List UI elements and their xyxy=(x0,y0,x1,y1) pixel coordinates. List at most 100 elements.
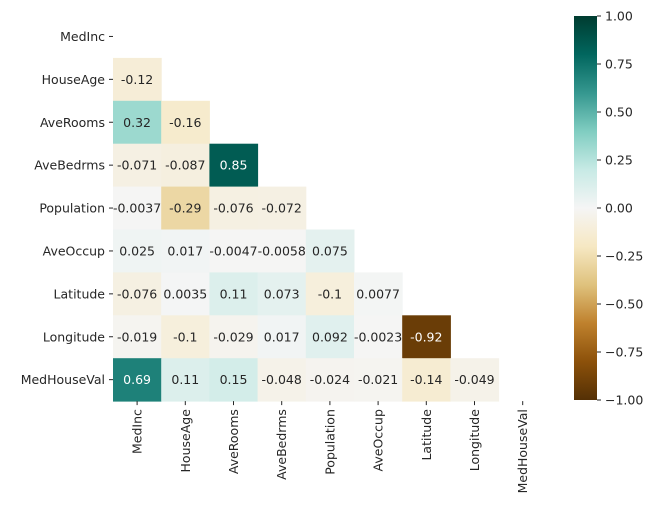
cell-annotation: 0.017 xyxy=(167,243,203,258)
heatmap-cell xyxy=(161,100,210,145)
y-tick-label: AveRooms xyxy=(40,115,105,130)
heatmap-cells xyxy=(113,57,500,402)
cell-annotation: -0.019 xyxy=(117,329,157,344)
cell-annotation: -0.029 xyxy=(213,329,253,344)
x-tick-label: MedInc xyxy=(130,409,145,454)
cell-annotation: -0.024 xyxy=(310,372,350,387)
heatmap-cell xyxy=(257,315,307,359)
heatmap-cell xyxy=(402,315,451,359)
heatmap-cell xyxy=(113,229,162,273)
cell-annotation: 0.69 xyxy=(123,372,151,387)
cell-annotation: -0.021 xyxy=(358,372,398,387)
cell-annotation: -0.071 xyxy=(117,158,157,173)
colorbar-tick-label: −0.75 xyxy=(605,345,643,360)
cell-annotation: -0.076 xyxy=(213,201,253,216)
y-tick-label: Longitude xyxy=(43,329,105,344)
x-tick-label: AveRooms xyxy=(226,409,241,474)
heatmap-cell xyxy=(354,315,403,359)
cell-annotation: 0.0035 xyxy=(163,286,207,301)
colorbar-gradient xyxy=(574,16,597,400)
y-tick-label: AveOccup xyxy=(43,243,105,258)
x-tick-label: Latitude xyxy=(419,409,434,461)
cell-annotation: -0.0058 xyxy=(258,243,306,258)
cell-annotation: -0.0037 xyxy=(113,201,161,216)
colorbar-tick-label: 0.50 xyxy=(605,105,633,120)
colorbar: 1.00 0.75 0.50 0.25 0.00 −0.25 −0.50 −0.75 −1.00 xyxy=(574,9,643,408)
x-tick-label: AveOccup xyxy=(371,409,386,471)
cell-annotation: -0.0023 xyxy=(354,329,402,344)
heatmap-cell xyxy=(113,315,162,359)
cell-annotation: 0.0077 xyxy=(356,286,400,301)
y-tick-label: Latitude xyxy=(54,286,106,301)
cell-annotation: 0.073 xyxy=(264,286,300,301)
y-tick-label: MedInc xyxy=(60,29,105,44)
heatmap-cell xyxy=(209,186,259,230)
cell-annotation: -0.1 xyxy=(173,329,197,344)
cell-annotation: 0.075 xyxy=(312,243,348,258)
heatmap-cell xyxy=(161,143,210,188)
colorbar-tick-label: 0.25 xyxy=(605,153,633,168)
heatmap-cell xyxy=(161,272,210,316)
cell-annotation: 0.11 xyxy=(220,286,248,301)
heatmap-cell xyxy=(354,272,403,316)
cell-annotation: 0.092 xyxy=(312,329,348,344)
colorbar-tick-label: −0.50 xyxy=(605,297,643,312)
cell-annotation: 0.15 xyxy=(220,372,248,387)
colorbar-tick-label: 1.00 xyxy=(605,9,633,24)
heatmap-cell xyxy=(305,272,355,316)
heatmap-cell xyxy=(113,358,162,402)
colorbar-tick-label: −1.00 xyxy=(605,393,643,408)
cell-annotation: -0.16 xyxy=(169,115,201,130)
cell-annotation: 0.85 xyxy=(220,158,248,173)
heatmap-cell xyxy=(257,272,307,316)
x-tick-label: Longitude xyxy=(467,409,482,471)
cell-annotation: -0.92 xyxy=(410,329,442,344)
heatmap-cell xyxy=(402,358,451,402)
heatmap-cell xyxy=(305,358,355,402)
cell-annotation: 0.017 xyxy=(264,329,300,344)
x-tick-label: Population xyxy=(322,409,337,475)
heatmap-cell xyxy=(161,315,210,359)
heatmap-cell xyxy=(209,143,259,188)
heatmap-cell xyxy=(209,358,259,402)
colorbar-ticks: 1.00 0.75 0.50 0.25 0.00 −0.25 −0.50 −0.75 −1.00 xyxy=(597,9,643,408)
x-tick-label: MedHouseVal xyxy=(515,409,530,493)
heatmap-cell xyxy=(305,315,355,359)
heatmap-cell xyxy=(354,358,403,402)
heatmap-cell xyxy=(113,186,162,230)
colorbar-tick-label: 0.75 xyxy=(605,57,633,72)
colorbar-tick-label: −0.25 xyxy=(605,249,643,264)
cell-annotation: -0.076 xyxy=(117,286,157,301)
cell-annotation: -0.049 xyxy=(454,372,494,387)
heatmap-cell xyxy=(161,229,210,273)
y-tick-label: Population xyxy=(39,201,105,216)
heatmap-cell xyxy=(209,315,259,359)
cell-annotation: -0.087 xyxy=(165,158,205,173)
heatmap-cell xyxy=(257,186,307,230)
heatmap-cell xyxy=(113,272,162,316)
cell-annotation: -0.1 xyxy=(318,286,342,301)
cell-annotation: -0.12 xyxy=(121,72,153,87)
y-tick-label: HouseAge xyxy=(42,72,106,87)
cell-annotation: 0.025 xyxy=(119,243,155,258)
heatmap-cell xyxy=(257,229,307,273)
cell-annotation: -0.048 xyxy=(262,372,302,387)
x-tick-label: HouseAge xyxy=(178,409,193,473)
y-tick-label: MedHouseVal xyxy=(21,372,105,387)
heatmap-cell xyxy=(450,358,500,402)
heatmap-cell xyxy=(113,100,162,145)
colorbar-tick-label: 0.00 xyxy=(605,201,633,216)
heatmap-cell xyxy=(113,143,162,188)
cell-annotation: -0.14 xyxy=(410,372,442,387)
heatmap-cell xyxy=(209,229,259,273)
cell-annotation: -0.0047 xyxy=(209,243,257,258)
heatmap-cell xyxy=(257,358,307,402)
heatmap-annotations: -0.12 0.32 -0.16 -0.071 -0.087 0.85 -0.0037 -0.… xyxy=(113,72,495,387)
heatmap-cell xyxy=(161,186,210,230)
cell-annotation: -0.29 xyxy=(169,201,201,216)
heatmap-cell xyxy=(209,272,259,316)
x-tick-label: AveBedrms xyxy=(274,409,289,480)
heatmap-cell xyxy=(161,358,210,402)
cell-annotation: -0.072 xyxy=(262,201,302,216)
